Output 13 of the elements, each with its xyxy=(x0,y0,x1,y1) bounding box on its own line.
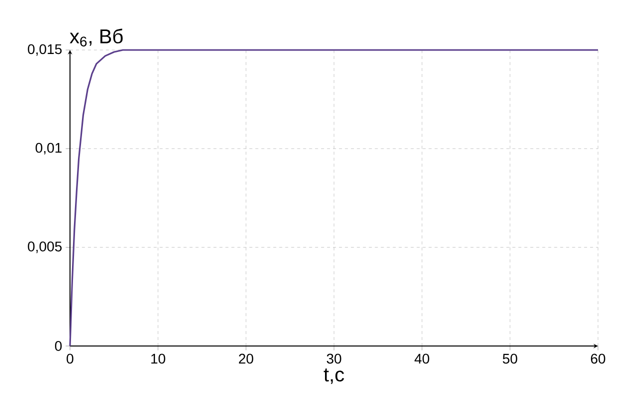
x-tick-label: 50 xyxy=(502,354,518,364)
x-tick-label: 10 xyxy=(151,354,166,364)
x-tick-label: 30 xyxy=(326,354,342,364)
y-tick-label: 0 xyxy=(55,341,62,351)
x-tick-label: 40 xyxy=(414,354,430,364)
x-axis-title: t,c xyxy=(324,368,344,384)
y-tick-label: 0,01 xyxy=(36,142,62,154)
x-tick-label: 20 xyxy=(238,354,254,364)
y-axis-title: x$_{6}$, Вб xyxy=(70,28,123,46)
y-tick-label: 0,015 xyxy=(28,44,62,56)
y-tick-label: 0,005 xyxy=(28,242,62,254)
x-tick-label: 0 xyxy=(66,354,74,364)
x-tick-label: 60 xyxy=(590,354,606,364)
